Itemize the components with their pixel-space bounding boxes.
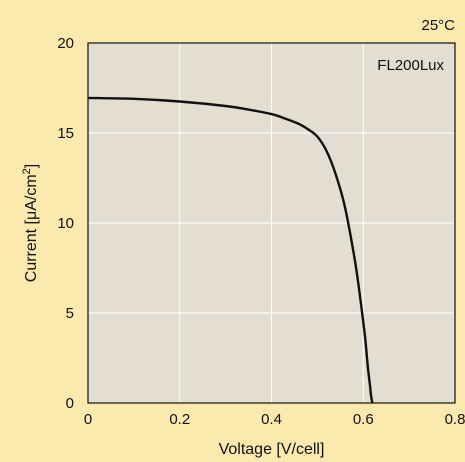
x-axis-title: Voltage [V/cell] [219, 441, 325, 458]
temperature-label: 25°C [421, 17, 455, 34]
x-tick-label: 0.4 [261, 411, 282, 428]
y-axis-title: Current [μA/cm2] [21, 164, 40, 282]
y-tick-label: 10 [57, 215, 74, 232]
plot-frame [87, 42, 456, 404]
x-tick-label: 0.6 [353, 411, 374, 428]
y-tick-labels: 0 5 10 15 20 [57, 35, 74, 412]
series-line-fl200lux [87, 96, 374, 404]
y-tick-label: 5 [66, 305, 74, 322]
x-tick-label: 0.8 [445, 411, 465, 428]
grid-lines [88, 43, 455, 403]
y-tick-label: 15 [57, 125, 74, 142]
y-axis-title-superscript: 2 [21, 168, 33, 174]
y-axis-title-main: Current [μA/cm [23, 174, 40, 282]
y-tick-label: 20 [57, 35, 74, 52]
x-tick-label: 0.2 [169, 411, 190, 428]
y-tick-label: 0 [66, 395, 74, 412]
series-label-fl200lux: FL200Lux [377, 57, 444, 74]
x-tick-labels: 0 0.2 0.4 0.6 0.8 [84, 411, 465, 428]
x-tick-label: 0 [84, 411, 92, 428]
y-axis-title-close: ] [23, 164, 40, 168]
